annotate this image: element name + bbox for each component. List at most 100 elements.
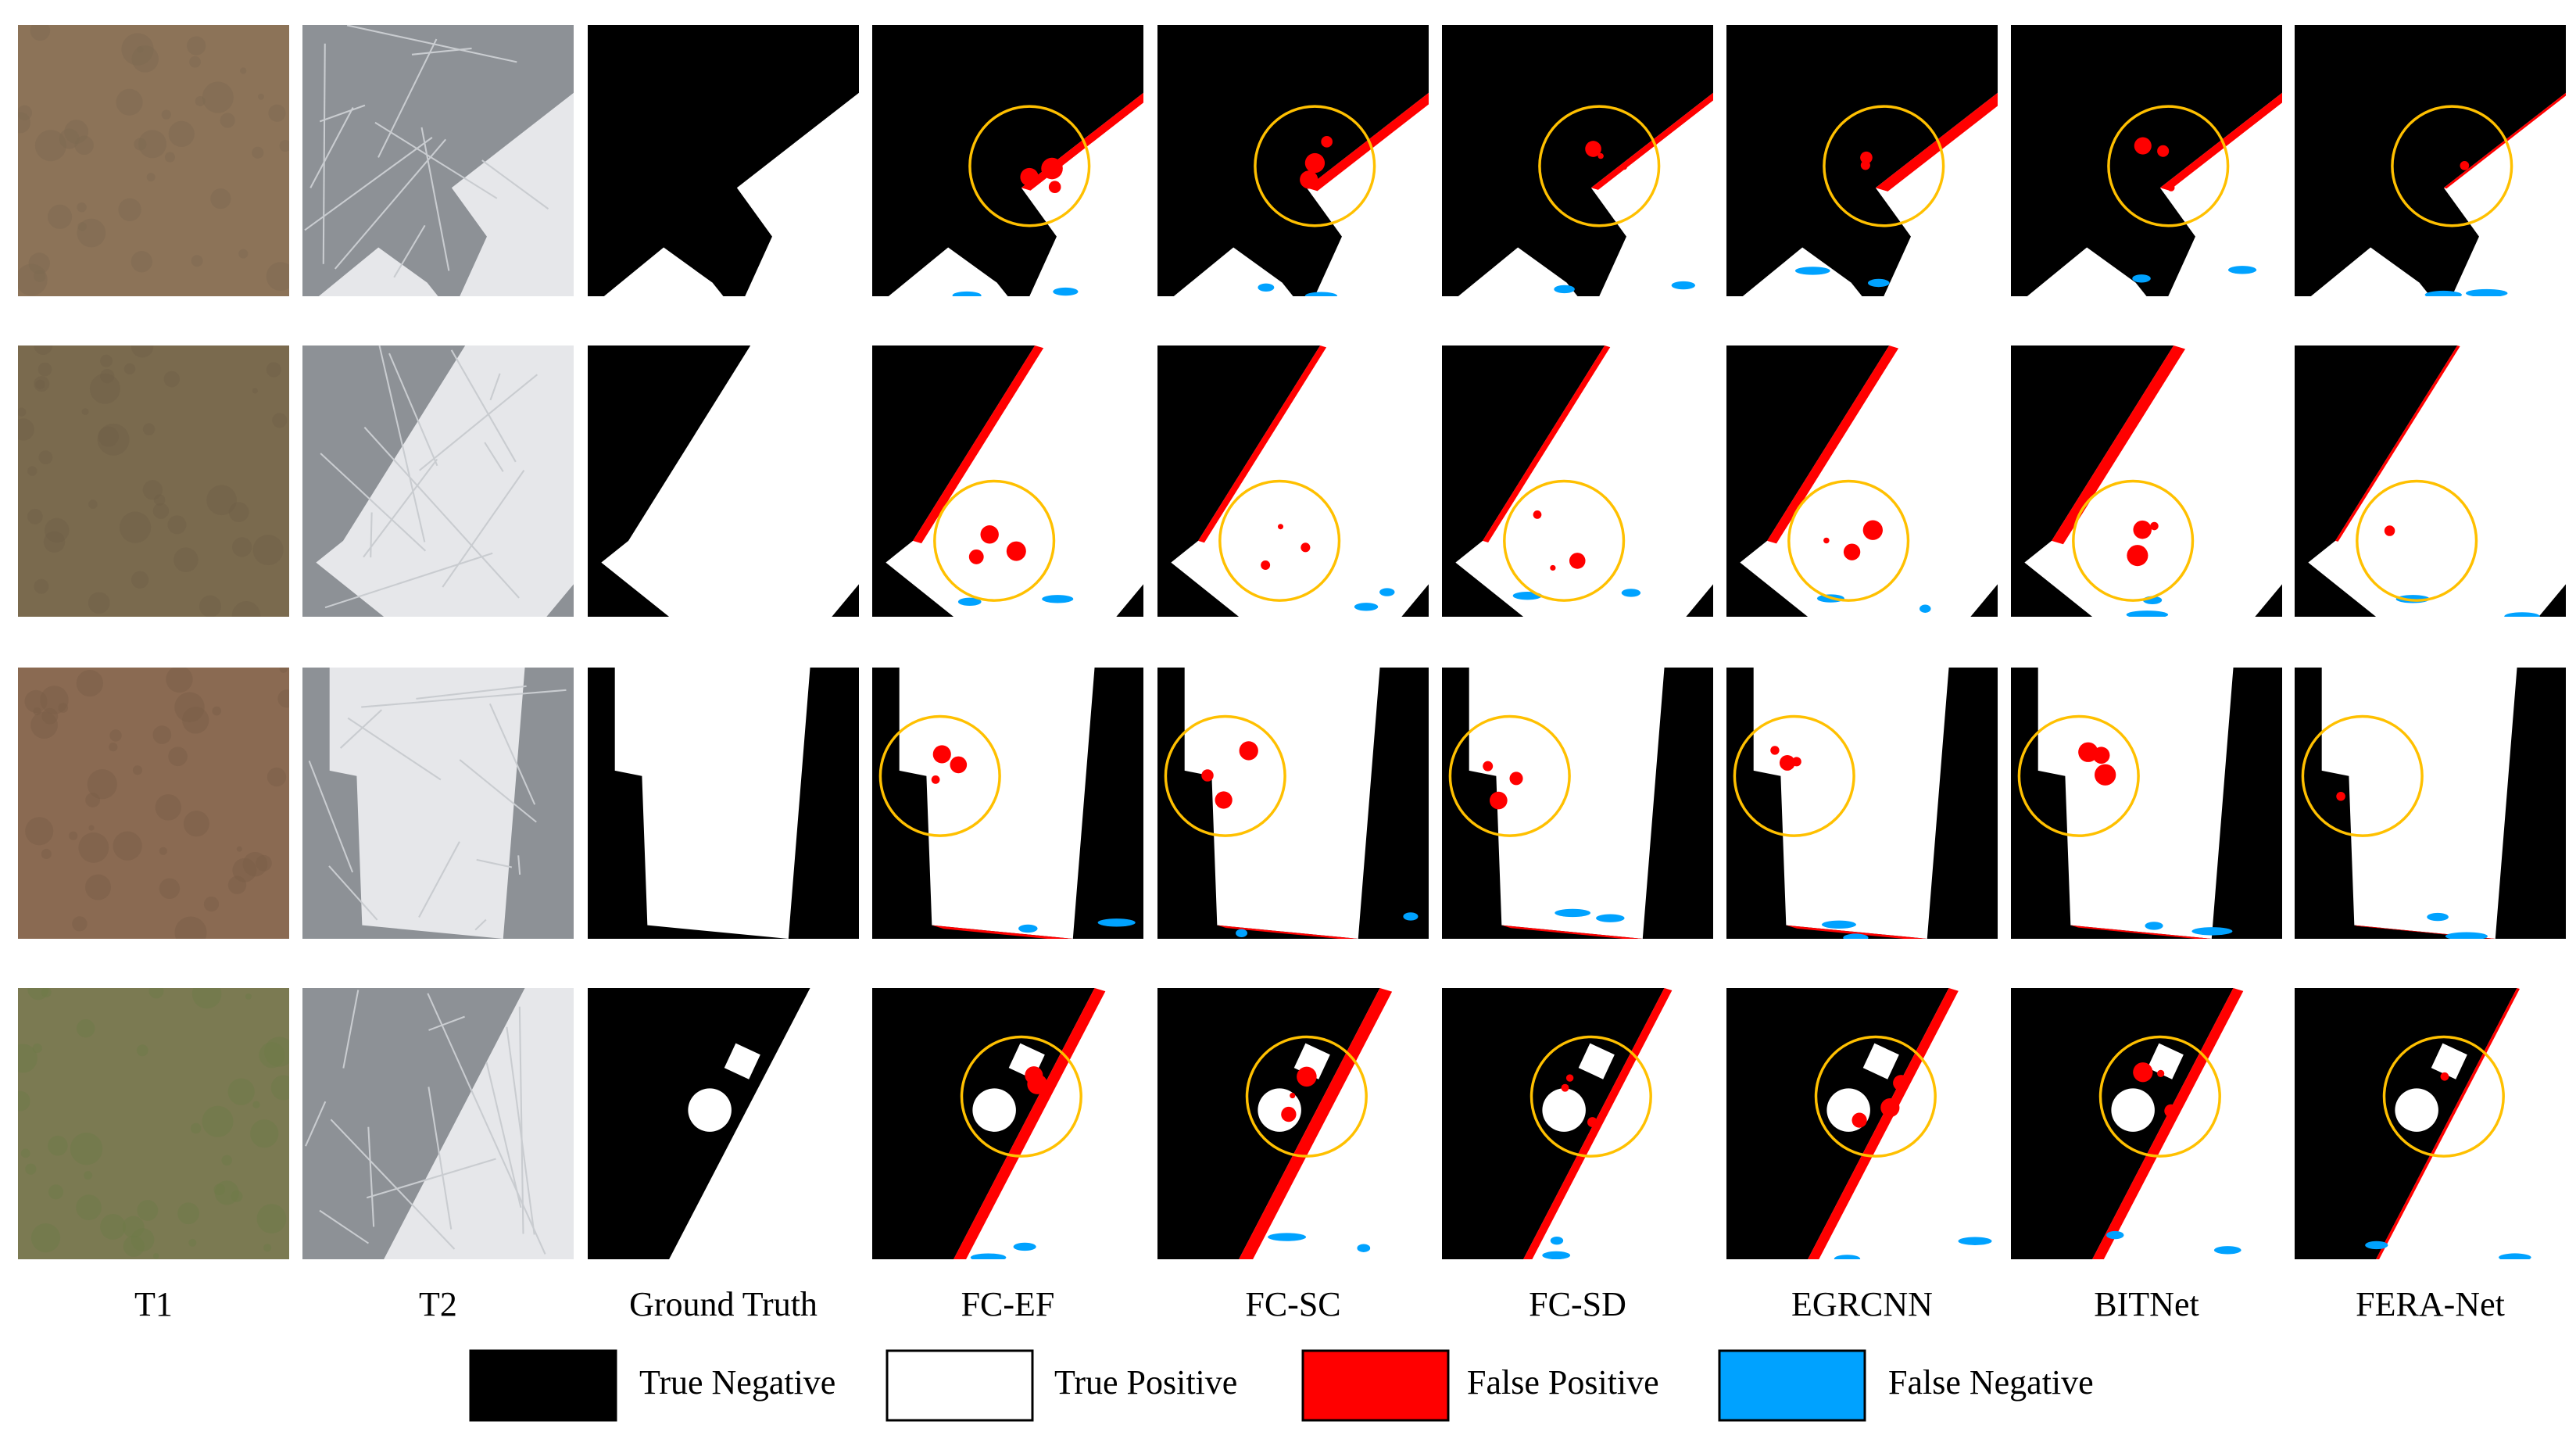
texture xyxy=(202,1105,234,1137)
photo-panel xyxy=(18,988,289,1259)
true-positive xyxy=(2111,1088,2155,1132)
texture xyxy=(18,418,34,441)
marking xyxy=(309,107,354,188)
marking xyxy=(488,703,536,805)
texture xyxy=(118,198,141,221)
mask-panel xyxy=(1726,25,1998,296)
texture xyxy=(238,249,249,259)
roof xyxy=(451,92,574,296)
texture xyxy=(174,916,207,939)
true-positive xyxy=(2147,1043,2184,1079)
true-positive xyxy=(736,92,859,296)
false-positive xyxy=(1767,345,1899,544)
highlight-circle xyxy=(1538,105,1661,227)
false-negative xyxy=(2427,912,2449,922)
texture xyxy=(252,146,264,159)
false-positive xyxy=(1300,170,1318,189)
marking xyxy=(506,1026,535,1235)
highlight-circle xyxy=(2382,1035,2505,1158)
false-negative xyxy=(2466,288,2508,296)
texture xyxy=(148,988,164,999)
false-positive xyxy=(2134,137,2152,155)
false-negative xyxy=(970,1253,1007,1259)
mask-panel xyxy=(1157,988,1429,1259)
false-positive xyxy=(2133,520,2152,539)
false-positive xyxy=(1321,136,1333,148)
texture xyxy=(266,262,289,292)
texture xyxy=(18,1090,30,1112)
texture xyxy=(134,138,147,151)
false-positive xyxy=(1306,92,1429,192)
false-positive xyxy=(1027,1074,1048,1094)
column-label: FC-SD xyxy=(1529,1285,1626,1323)
texture xyxy=(89,373,120,404)
true-positive xyxy=(2092,988,2282,1259)
texture xyxy=(168,746,188,767)
texture xyxy=(212,706,222,716)
texture xyxy=(87,769,117,800)
marking xyxy=(308,761,354,873)
texture xyxy=(72,916,88,932)
true-positive xyxy=(1523,988,1713,1259)
texture xyxy=(18,407,27,417)
false-negative xyxy=(2227,266,2257,274)
true-positive xyxy=(1753,668,1949,939)
legend-swatch xyxy=(1718,1349,1866,1422)
marking xyxy=(485,1062,522,1208)
true-positive xyxy=(2376,988,2566,1259)
texture xyxy=(100,368,115,384)
marking xyxy=(474,918,487,931)
texture xyxy=(123,1235,145,1257)
false-negative xyxy=(1379,588,1395,596)
highlight-circle xyxy=(2391,105,2513,227)
false-negative xyxy=(1958,1237,1992,1245)
mask-panel xyxy=(2011,25,2282,296)
false-positive xyxy=(2440,1072,2449,1081)
true-positive xyxy=(2310,247,2431,296)
texture xyxy=(85,874,111,900)
false-negative xyxy=(2126,610,2169,617)
false-positive xyxy=(2052,345,2186,545)
false-negative xyxy=(1834,1255,1861,1259)
texture xyxy=(231,601,261,617)
texture xyxy=(268,104,286,122)
false-positive xyxy=(1569,553,1586,569)
texture xyxy=(38,362,52,377)
texture xyxy=(138,130,167,159)
roof xyxy=(384,988,574,1259)
mask-panel xyxy=(588,668,859,939)
false-positive xyxy=(1823,537,1830,544)
texture xyxy=(88,592,110,614)
true-positive xyxy=(1469,668,1665,939)
marking xyxy=(416,685,527,700)
texture xyxy=(252,388,258,394)
mask-panel xyxy=(1157,668,1429,939)
false-negative xyxy=(1236,929,1247,937)
texture xyxy=(45,517,70,543)
false-positive xyxy=(1902,166,1909,174)
false-positive xyxy=(1880,1097,1900,1118)
roof xyxy=(316,345,574,617)
texture xyxy=(34,578,49,594)
false-positive xyxy=(1587,1117,1597,1128)
false-negative xyxy=(1097,918,1136,927)
true-positive xyxy=(899,668,1095,939)
column-label: EGRCNN xyxy=(1791,1285,1933,1323)
marking xyxy=(330,1119,456,1250)
false-negative xyxy=(1357,1244,1371,1252)
texture xyxy=(81,408,89,415)
texture xyxy=(38,450,53,465)
texture xyxy=(27,508,43,525)
false-positive xyxy=(1509,772,1523,786)
photo-panel xyxy=(18,345,289,617)
texture xyxy=(76,669,103,697)
true-positive xyxy=(886,345,1143,617)
true-positive xyxy=(888,247,1008,296)
false-negative xyxy=(1555,908,1591,918)
texture xyxy=(40,686,69,714)
false-positive xyxy=(2376,988,2521,1259)
marking xyxy=(518,1006,524,1234)
texture xyxy=(30,1223,61,1253)
true-positive xyxy=(1808,988,1998,1259)
texture xyxy=(131,571,149,589)
